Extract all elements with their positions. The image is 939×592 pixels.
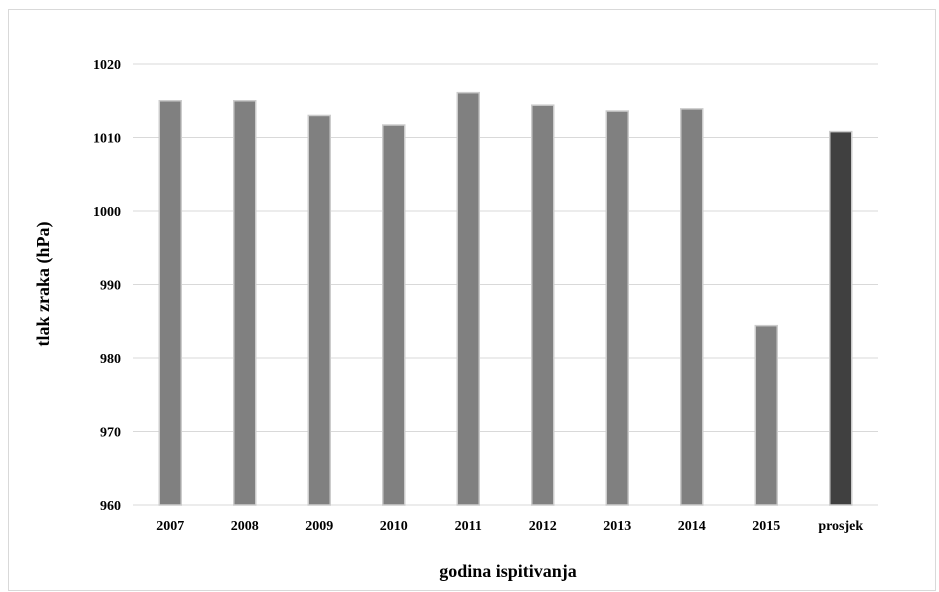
bar-2011 <box>456 91 480 506</box>
x-tick-label: 2012 <box>529 519 557 534</box>
x-tick-label: 2008 <box>231 519 259 534</box>
bars <box>158 91 853 506</box>
gridlines <box>133 63 878 506</box>
x-tick-label: 2010 <box>380 519 408 534</box>
y-axis-title: tlak zraka (hPa) <box>33 222 54 347</box>
y-tick-label: 990 <box>100 279 121 294</box>
y-tick-label: 1010 <box>93 132 121 147</box>
x-axis-title: godina ispitivanja <box>439 561 577 581</box>
y-tick-label: 1020 <box>93 58 121 73</box>
y-tick-label: 1000 <box>93 205 121 220</box>
bar-2009 <box>307 114 331 506</box>
x-tick-label: 2009 <box>305 519 333 534</box>
bar-2008 <box>233 100 257 506</box>
x-tick-label: 2014 <box>678 519 706 534</box>
bar-2012 <box>531 104 555 506</box>
y-tick-labels: 960 970 980 990 1000 1010 1020 <box>93 58 121 514</box>
bar-2010 <box>382 124 406 506</box>
y-tick-label: 980 <box>100 352 121 367</box>
bar-2007 <box>158 100 182 506</box>
bar-prosjek <box>829 130 853 506</box>
y-tick-label: 960 <box>100 499 121 514</box>
y-tick-label: 970 <box>100 426 121 441</box>
x-tick-label: prosjek <box>818 519 863 534</box>
bar-2013 <box>605 110 629 506</box>
x-tick-label: 2013 <box>603 519 631 534</box>
bar-2015 <box>754 324 778 506</box>
bar-2014 <box>680 108 704 506</box>
x-tick-labels: 2007 2008 2009 2010 2011 2012 2013 2014 2015 pros… <box>156 519 863 534</box>
x-tick-label: 2011 <box>455 519 482 534</box>
x-tick-label: 2007 <box>156 519 184 534</box>
x-tick-label: 2015 <box>752 519 780 534</box>
